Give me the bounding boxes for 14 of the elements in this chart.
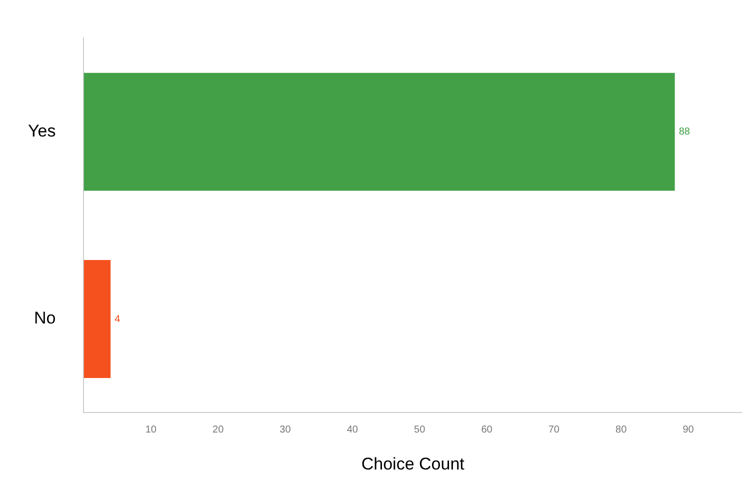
x-tick-label: 20: [212, 424, 224, 436]
y-tick-label: No: [34, 308, 56, 328]
x-tick-label: 70: [548, 424, 560, 436]
y-tick-label: Yes: [28, 121, 56, 140]
x-tick-label: 80: [616, 424, 628, 436]
x-tick-label: 60: [481, 424, 493, 436]
x-tick-label: 40: [346, 424, 358, 436]
data-label: 88: [678, 126, 690, 138]
data-label: 4: [114, 314, 121, 325]
x-tick-label: 30: [280, 424, 292, 436]
x-tick-label: 10: [145, 424, 157, 436]
x-tick-label: 90: [682, 424, 694, 436]
x-axis-title: Choice Count: [361, 454, 465, 474]
x-tick-label: 50: [414, 424, 426, 436]
